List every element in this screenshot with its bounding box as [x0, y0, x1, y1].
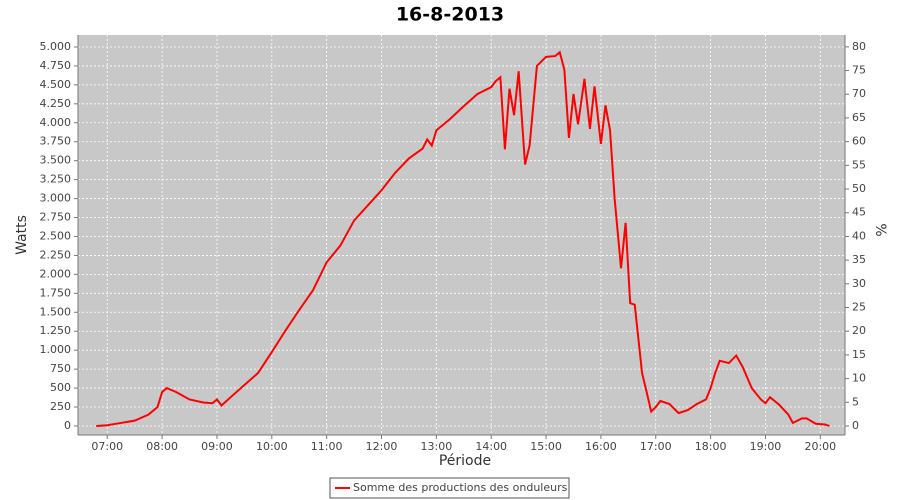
y2-tick-label: 55: [852, 158, 866, 171]
y-tick-label: 750: [50, 362, 71, 375]
x-tick-label: 16:00: [585, 440, 617, 453]
x-tick-label: 08:00: [146, 440, 178, 453]
x-tick-label: 13:00: [421, 440, 453, 453]
y2-tick-label: 35: [852, 253, 866, 266]
y2-axis-label: %: [872, 223, 888, 236]
x-tick-label: 07:00: [91, 440, 123, 453]
y-tick-label: 5.000: [40, 40, 72, 53]
y-tick-label: 2.750: [40, 211, 72, 224]
y-tick-label: 3.750: [40, 135, 72, 148]
y-tick-label: 4.250: [40, 97, 72, 110]
y-tick-label: 1.750: [40, 286, 72, 299]
y2-tick-label: 15: [852, 348, 866, 361]
y2-tick-label: 0: [852, 419, 859, 432]
x-tick-label: 09:00: [201, 440, 233, 453]
y2-tick-label: 65: [852, 111, 866, 124]
y2-tick-label: 45: [852, 206, 866, 219]
legend-label: Somme des productions des onduleurs: [353, 481, 568, 494]
y2-tick-label: 30: [852, 277, 866, 290]
y2-tick-label: 75: [852, 64, 866, 77]
y-tick-label: 2.000: [40, 267, 72, 280]
y-tick-label: 0: [64, 419, 71, 432]
y2-tick-label: 10: [852, 372, 866, 385]
y-tick-label: 3.500: [40, 154, 72, 167]
y-tick-label: 500: [50, 381, 71, 394]
y2-tick-label: 40: [852, 229, 866, 242]
y-tick-label: 2.500: [40, 229, 72, 242]
y-tick-label: 4.000: [40, 116, 72, 129]
x-tick-label: 11:00: [311, 440, 343, 453]
x-tick-label: 15:00: [530, 440, 562, 453]
legend-box: [329, 477, 570, 499]
y-tick-label: 250: [50, 400, 71, 413]
y-tick-label: 3.000: [40, 192, 72, 205]
x-tick-label: 14:00: [475, 440, 507, 453]
y2-tick-label: 80: [852, 40, 866, 53]
y-tick-label: 1.000: [40, 343, 72, 356]
y-tick-label: 1.250: [40, 324, 72, 337]
plot-area: [78, 35, 845, 435]
x-axis-label: Période: [439, 453, 491, 469]
y-tick-label: 3.250: [40, 173, 72, 186]
x-tick-label: 18:00: [695, 440, 727, 453]
y2-tick-label: 25: [852, 301, 866, 314]
y2-tick-label: 60: [852, 135, 866, 148]
x-tick-label: 12:00: [366, 440, 398, 453]
x-tick-label: 10:00: [256, 440, 288, 453]
y-tick-label: 1.500: [40, 305, 72, 318]
chart-title: 16-8-2013: [396, 4, 504, 26]
y-tick-label: 2.250: [40, 248, 72, 261]
x-tick-label: 20:00: [804, 440, 836, 453]
y2-tick-label: 50: [852, 182, 866, 195]
y-tick-label: 4.500: [40, 78, 72, 91]
y2-tick-label: 5: [852, 395, 859, 408]
y2-tick-label: 20: [852, 324, 866, 337]
y-axis-label: Watts: [14, 215, 30, 255]
legend: Somme des productions des onduleurs: [329, 477, 570, 499]
series-line: [96, 50, 830, 427]
y2-tick-label: 70: [852, 87, 866, 100]
x-tick-label: 17:00: [640, 440, 672, 453]
y-tick-label: 4.750: [40, 59, 72, 72]
x-tick-label: 19:00: [750, 440, 782, 453]
